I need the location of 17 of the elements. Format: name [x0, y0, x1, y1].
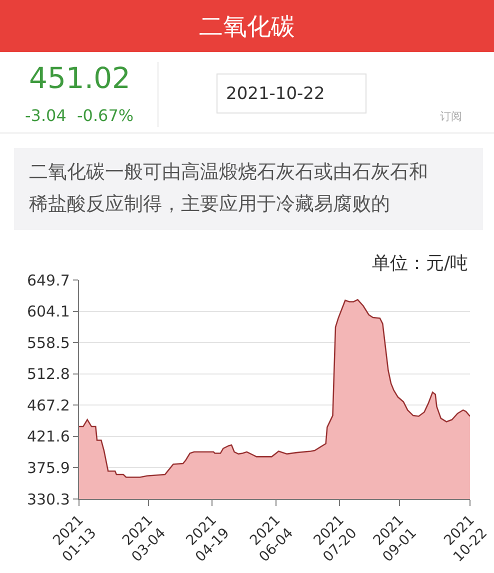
text: -0.67%: [77, 106, 134, 125]
y-tick-label: 421.6: [26, 428, 70, 446]
y-tick-label: 330.3: [26, 490, 70, 508]
text: 订阅: [440, 110, 462, 123]
text: -3.04: [25, 106, 66, 125]
chart-title: 二氧化碳: [199, 12, 295, 40]
text: 稀盐酸反应制得，主要应用于冷藏易腐败的: [29, 193, 390, 215]
y-tick-label: 512.8: [26, 365, 70, 384]
y-tick-label: 649.7: [26, 271, 70, 290]
y-tick-label: 604.1: [26, 302, 70, 321]
y-tick-label: 375.9: [26, 458, 70, 477]
text: 单位：元/吨: [372, 253, 468, 274]
y-tick-label: 558.5: [26, 334, 70, 352]
text: 451.02: [29, 61, 130, 95]
text: 2021-10-22: [226, 84, 325, 104]
y-tick-label: 467.2: [26, 396, 70, 414]
text: 二氧化碳一般可由高温煅烧石灰石或由石灰石和: [29, 161, 428, 183]
